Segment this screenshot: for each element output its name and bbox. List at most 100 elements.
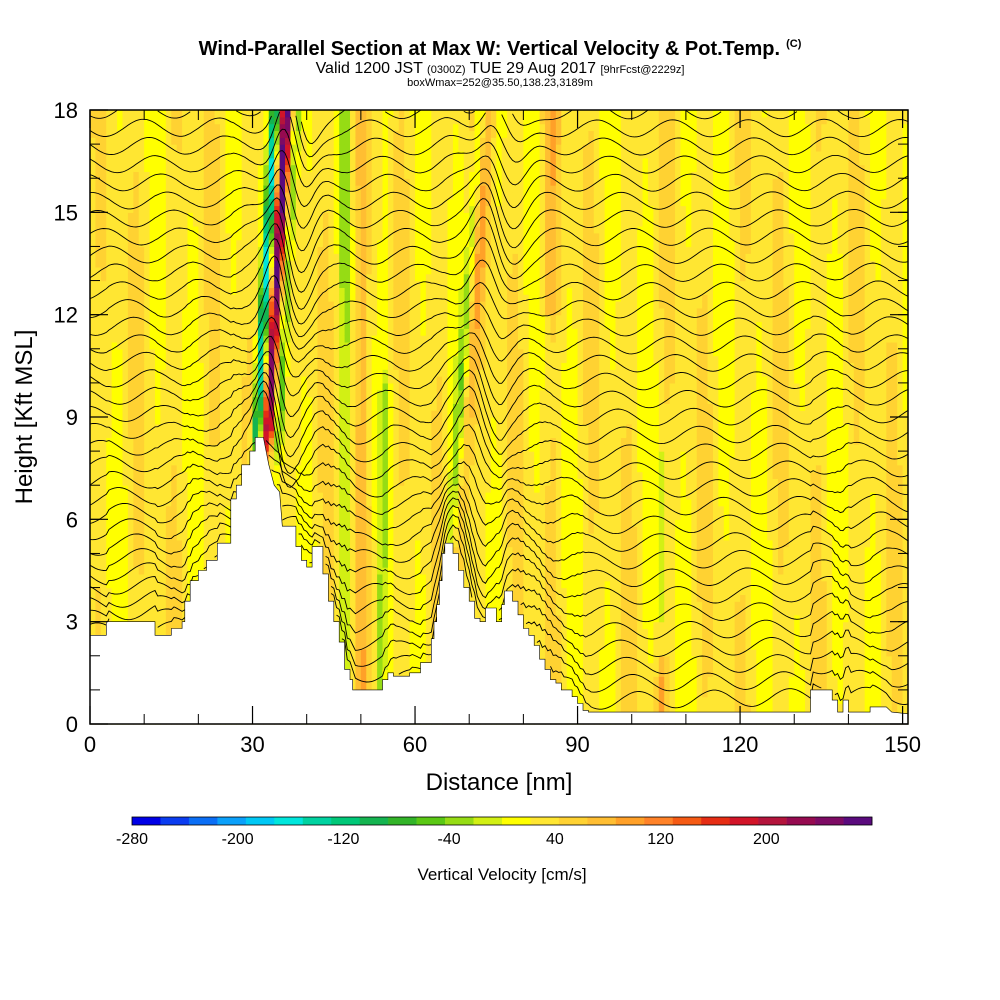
velocity-cell [138,498,145,507]
velocity-cell [295,260,302,268]
velocity-cell [187,164,194,172]
velocity-cell [225,164,232,172]
velocity-cell [360,246,367,254]
velocity-cell [312,471,319,479]
velocity-cell [247,307,254,316]
velocity-cell [144,355,151,364]
velocity-cell [160,369,167,377]
velocity-cell [100,246,107,254]
velocity-cell [144,451,151,459]
velocity-cell [328,546,335,555]
velocity-cell [225,239,232,248]
velocity-cell [198,130,205,138]
velocity-cell [165,560,172,568]
velocity-cell [236,389,243,398]
velocity-cell [225,301,232,309]
velocity-cell [111,478,118,486]
velocity-cell [230,485,237,493]
velocity-cell [295,335,302,343]
velocity-cell [339,621,346,630]
velocity-cell [122,539,129,548]
velocity-cell [144,116,151,125]
velocity-cell [355,191,362,200]
velocity-cell [171,130,178,138]
velocity-cell [214,212,221,220]
velocity-cell [285,437,292,445]
velocity-cell [165,417,172,425]
velocity-cell [306,225,313,234]
velocity-cell [133,150,140,159]
velocity-cell [165,260,172,268]
velocity-cell [90,614,97,623]
velocity-cell [192,178,199,186]
velocity-cell [339,526,346,534]
velocity-cell [176,341,183,350]
velocity-cell [100,423,107,432]
velocity-cell [149,614,156,623]
velocity-cell [176,526,183,534]
velocity-cell [355,492,362,500]
velocity-cell [344,532,351,541]
velocity-cell [350,130,357,138]
velocity-cell [355,376,362,384]
velocity-cell [171,253,178,261]
velocity-cell [198,273,205,282]
velocity-cell [117,492,124,500]
velocity-cell [290,157,297,166]
velocity-cell [209,150,216,159]
velocity-cell [312,444,319,452]
velocity-cell [149,403,156,411]
velocity-cell [138,171,145,179]
velocity-cell [171,608,178,616]
velocity-cell [138,355,145,364]
velocity-cell [187,417,194,425]
velocity-cell [333,301,340,309]
velocity-cell [90,164,97,172]
velocity-cell [203,389,210,398]
velocity-cell [111,451,118,459]
velocity-cell [252,157,259,166]
velocity-cell [214,451,221,459]
velocity-cell [198,457,205,466]
velocity-cell [155,150,162,159]
velocity-cell [165,403,172,411]
velocity-cell [241,198,248,207]
velocity-cell [371,307,378,316]
velocity-cell [171,260,178,268]
velocity-cell [382,307,389,316]
velocity-cell [279,335,286,343]
velocity-cell [117,546,124,555]
velocity-cell [377,382,384,391]
velocity-cell [333,430,340,439]
velocity-cell [209,239,216,248]
velocity-cell [241,232,248,241]
velocity-cell [366,294,373,302]
velocity-cell [230,294,237,302]
velocity-cell [268,355,275,364]
velocity-cell [203,301,210,309]
velocity-cell [236,369,243,377]
velocity-cell [144,253,151,261]
velocity-cell [350,601,357,609]
velocity-cell [95,198,102,207]
velocity-cell [111,417,118,425]
velocity-cell [252,232,259,241]
velocity-cell [149,485,156,493]
velocity-cell [263,376,270,384]
velocity-cell [306,116,313,125]
velocity-cell [133,430,140,439]
velocity-cell [127,451,134,459]
velocity-cell [144,457,151,466]
velocity-cell [328,451,335,459]
velocity-cell [350,532,357,541]
velocity-cell [301,294,308,302]
velocity-cell [241,294,248,302]
velocity-cell [176,219,183,227]
velocity-cell [236,191,243,200]
velocity-cell [263,191,270,200]
velocity-cell [171,335,178,343]
velocity-cell [339,410,346,418]
velocity-cell [312,144,319,152]
velocity-cell [339,614,346,623]
velocity-cell [328,130,335,138]
